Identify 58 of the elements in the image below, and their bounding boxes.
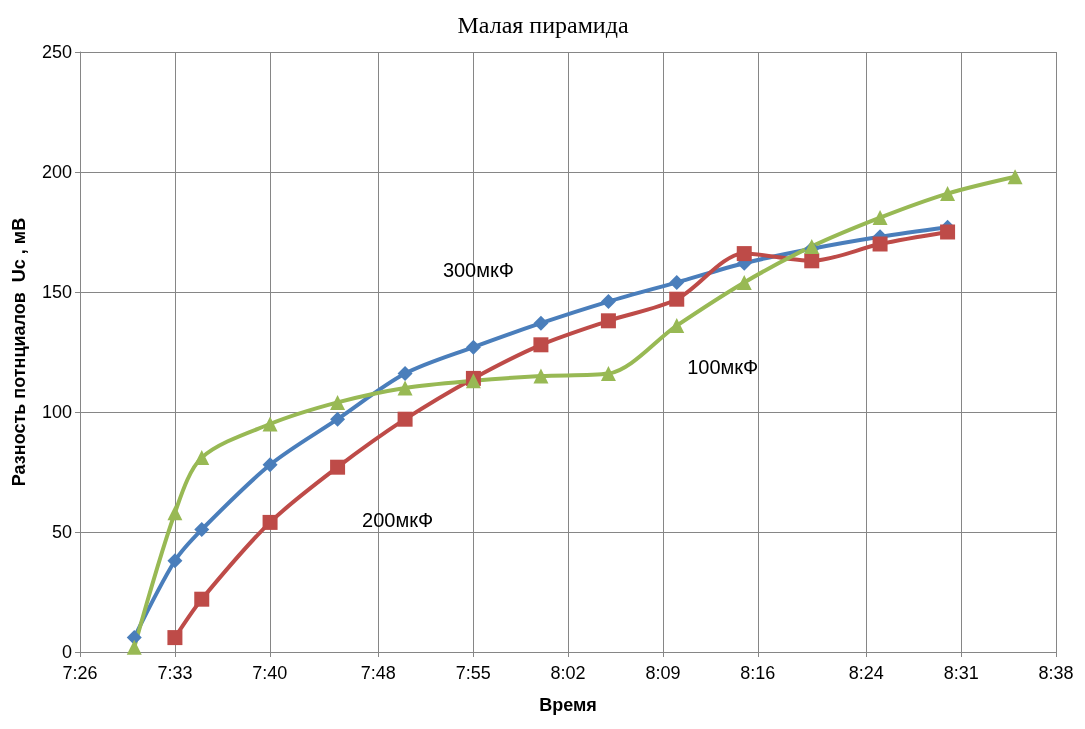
point bbox=[600, 294, 616, 310]
point bbox=[669, 318, 685, 334]
y-axis-title: Разность потнциалов Uc , мВ bbox=[9, 217, 29, 487]
point bbox=[600, 313, 616, 329]
point bbox=[1007, 169, 1023, 185]
point bbox=[397, 380, 413, 396]
point bbox=[262, 514, 278, 530]
point bbox=[330, 394, 346, 410]
point bbox=[872, 236, 888, 252]
point bbox=[330, 459, 346, 475]
point bbox=[167, 630, 183, 646]
x-tick-label: 7:40 bbox=[252, 663, 288, 683]
point bbox=[330, 411, 346, 427]
point bbox=[167, 553, 183, 569]
point bbox=[194, 522, 210, 538]
point bbox=[669, 274, 685, 290]
point bbox=[397, 411, 413, 427]
point bbox=[736, 246, 752, 262]
x-tick-label: 8:02 bbox=[550, 663, 586, 683]
point bbox=[600, 366, 616, 382]
point bbox=[194, 591, 210, 607]
x-axis-title: Время bbox=[539, 695, 597, 715]
point bbox=[804, 253, 820, 269]
point bbox=[533, 315, 549, 331]
point bbox=[167, 505, 183, 521]
point bbox=[126, 630, 142, 646]
point bbox=[126, 639, 142, 655]
point bbox=[465, 339, 481, 355]
y-tick-label: 200 bbox=[41, 162, 72, 182]
series-label: 200мкФ bbox=[362, 509, 434, 532]
y-tick-label: 250 bbox=[41, 42, 72, 62]
text: 300мкФ bbox=[442, 259, 514, 282]
point bbox=[940, 186, 956, 202]
point bbox=[533, 337, 549, 353]
x-tick-label: 8:38 bbox=[1038, 663, 1074, 683]
y-tick-label: 50 bbox=[51, 522, 72, 542]
point bbox=[940, 224, 956, 240]
point bbox=[262, 416, 278, 432]
x-tick-label: 7:55 bbox=[455, 663, 491, 683]
point bbox=[669, 291, 685, 307]
x-tick-label: 8:31 bbox=[943, 663, 979, 683]
x-tick-label: 8:24 bbox=[848, 663, 884, 683]
series-label: 100мкФ bbox=[687, 355, 759, 378]
point bbox=[397, 366, 413, 382]
x-tick-label: 8:16 bbox=[740, 663, 776, 683]
point bbox=[262, 457, 278, 473]
x-tick-label: 7:26 bbox=[62, 663, 98, 683]
chart-title: Малая пирамида bbox=[457, 12, 629, 38]
x-tick-label: 7:33 bbox=[157, 663, 193, 683]
x-tick-label: 8:09 bbox=[645, 663, 681, 683]
x-tick-label: 7:48 bbox=[360, 663, 396, 683]
y-tick-label: 100 bbox=[41, 402, 72, 422]
point bbox=[533, 368, 549, 384]
point bbox=[872, 210, 888, 226]
y-tick-label: 150 bbox=[41, 282, 72, 302]
point bbox=[736, 274, 752, 290]
y-tick-label: 0 bbox=[61, 642, 72, 662]
point bbox=[194, 450, 210, 466]
